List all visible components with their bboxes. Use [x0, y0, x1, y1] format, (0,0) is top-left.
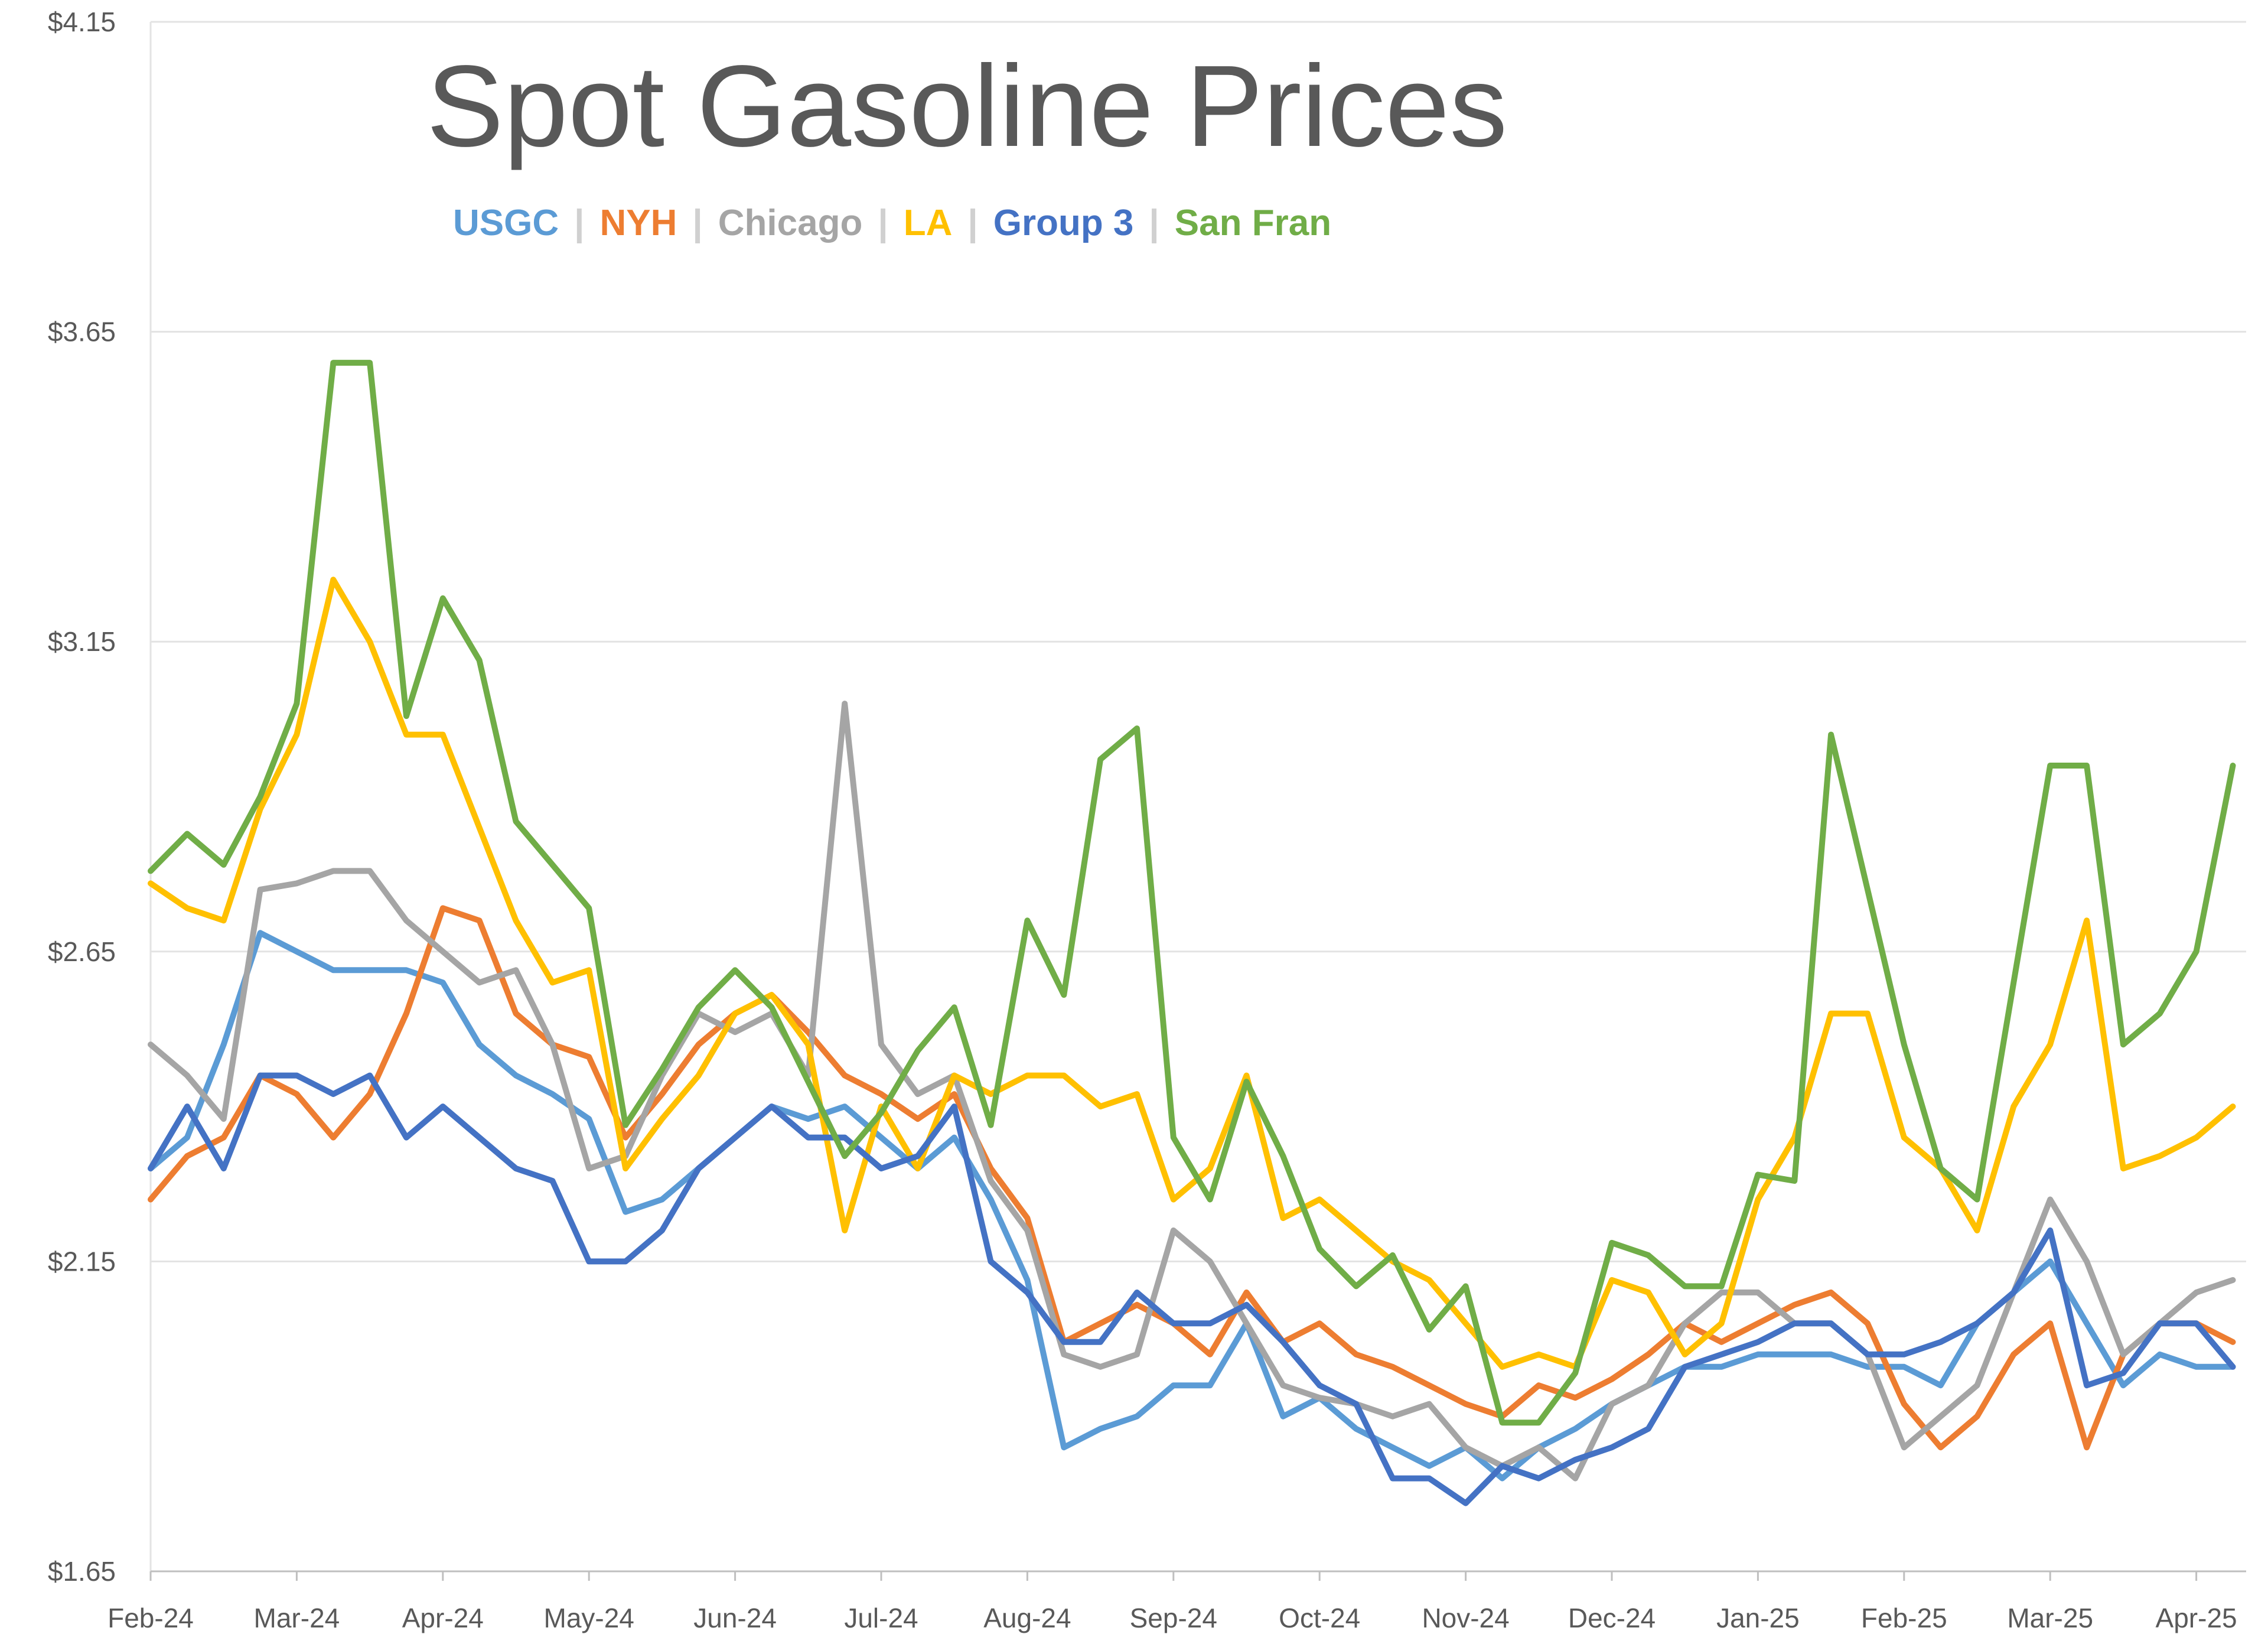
x-tick-label: Dec-24 — [1568, 1603, 1656, 1633]
legend-separator: | — [692, 203, 702, 244]
series-line — [148, 1072, 2236, 1506]
y-tick-label: $4.15 — [48, 6, 116, 37]
legend-entry: NYH — [600, 203, 677, 243]
legend-entry: San Fran — [1175, 203, 1331, 243]
x-tick-label: Feb-24 — [107, 1603, 194, 1633]
y-tick-label: $3.65 — [48, 317, 116, 347]
x-tick-label: Oct-24 — [1279, 1603, 1360, 1633]
x-tick-label: Jan-25 — [1716, 1603, 1800, 1633]
y-tick-label: $1.65 — [48, 1556, 116, 1587]
x-tick-label: Mar-25 — [2007, 1603, 2093, 1633]
chart-title: Spot Gasoline Prices — [426, 41, 1507, 171]
x-tick-label: May-24 — [544, 1603, 634, 1633]
legend-separator: | — [878, 203, 888, 244]
legend-entry: Group 3 — [993, 203, 1134, 243]
series-line — [148, 701, 2236, 1482]
y-tick-label: $2.65 — [48, 936, 116, 967]
legend-entry: LA — [904, 203, 953, 243]
series-line — [148, 905, 2236, 1451]
x-tick-label: Feb-25 — [1861, 1603, 1947, 1633]
y-tick-label: $3.15 — [48, 626, 116, 657]
x-tick-label: Aug-24 — [983, 1603, 1071, 1633]
legend-separator: | — [967, 203, 977, 244]
legend-entry: Chicago — [718, 203, 863, 243]
x-tick-label: Mar-24 — [254, 1603, 340, 1633]
y-tick-label: $2.15 — [48, 1246, 116, 1277]
x-tick-label: Apr-25 — [2156, 1603, 2237, 1633]
x-tick-label: Sep-24 — [1130, 1603, 1217, 1633]
x-tick-label: Jun-24 — [693, 1603, 777, 1633]
x-tick-label: Nov-24 — [1422, 1603, 1509, 1633]
legend-entry: USGC — [453, 203, 559, 243]
legend-separator: | — [574, 203, 584, 244]
series-line — [148, 577, 2236, 1370]
x-tick-label: Jul-24 — [844, 1603, 918, 1633]
x-tick-label: Apr-24 — [402, 1603, 484, 1633]
legend-separator: | — [1149, 203, 1159, 244]
series-line — [148, 360, 2236, 1426]
